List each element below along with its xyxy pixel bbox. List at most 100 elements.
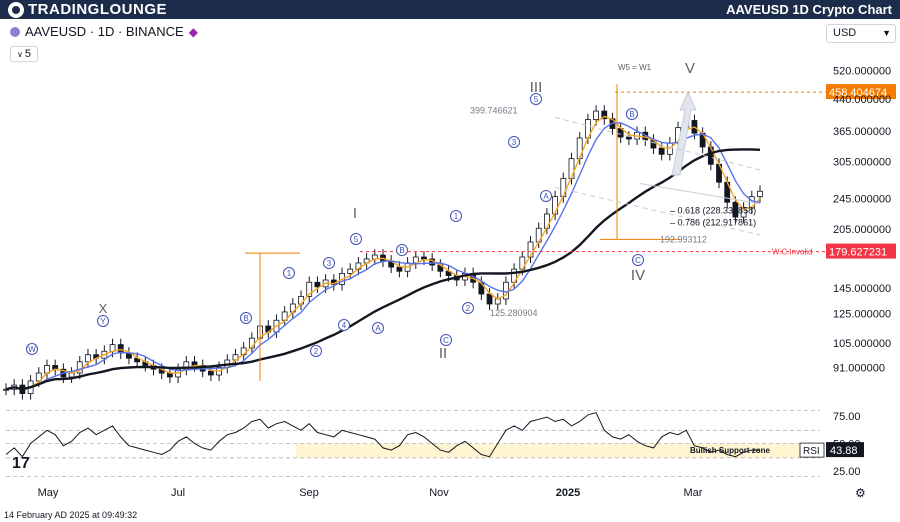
candle — [625, 131, 632, 146]
candle-body — [732, 201, 739, 218]
ema-mid-line — [5, 122, 761, 391]
ma-slow-line — [5, 148, 761, 391]
candle — [240, 342, 247, 361]
wave-circle — [310, 345, 322, 357]
x-tick-label: Mar — [684, 487, 703, 499]
target-price-tag — [826, 84, 896, 100]
chevron-down-icon: ∨ — [17, 49, 23, 59]
candle — [68, 367, 75, 384]
wave-circle — [632, 254, 644, 266]
wave-label-circled: B — [396, 244, 408, 256]
candle-body — [85, 354, 91, 363]
caret-down-icon: ▼ — [882, 28, 891, 38]
symbol-label[interactable]: AAVEUSD · 1D · BINANCE ◆ — [10, 24, 198, 39]
support-zone — [296, 443, 821, 458]
rsi-line — [5, 412, 761, 458]
compare-icon[interactable]: ◆ — [188, 24, 198, 39]
wave-circle — [26, 343, 38, 355]
candle — [183, 355, 190, 376]
wave-circle — [372, 322, 384, 334]
w5-annotation: W5 = W1 — [618, 63, 652, 72]
wave-circle-text: 5 — [354, 235, 359, 244]
brand-name: TradingLounge — [28, 1, 167, 18]
candle — [388, 255, 395, 274]
wave-circle-text: 4 — [342, 321, 347, 330]
gear-icon[interactable]: ⚙ — [855, 486, 866, 500]
candle — [298, 290, 304, 311]
x-tick-label: Jul — [171, 487, 185, 499]
candle — [52, 359, 59, 376]
candle-body — [576, 137, 583, 160]
tradingview-logo: 17 — [12, 455, 30, 472]
invalid-price-label: 179.627231 — [829, 247, 887, 259]
wave-label-major: II — [439, 345, 447, 362]
wave-label-circled: C — [440, 334, 452, 346]
wave-circle — [350, 233, 362, 245]
y-tick-label: 245.000000 — [833, 194, 891, 206]
rsi-name-box — [799, 442, 825, 458]
wave-label-major: III — [530, 79, 543, 96]
candle — [347, 263, 354, 280]
projection-arrow — [671, 90, 697, 176]
wave-label-circled: 3 — [323, 257, 335, 269]
candle — [757, 185, 763, 203]
y-tick-label: 145.000000 — [833, 283, 891, 295]
candle-body — [593, 110, 599, 120]
wave-circle-text: 5 — [534, 95, 539, 104]
brand-logo-text: TradingLounge — [8, 1, 167, 18]
currency-selector[interactable]: USD ▼ — [826, 24, 896, 43]
candle-body — [486, 293, 493, 305]
y-tick-label: 91.000000 — [833, 362, 885, 374]
brand-icon — [8, 1, 24, 18]
wave-label-circled: 5 — [350, 233, 362, 245]
rsi-value-tag — [826, 442, 864, 458]
rsi-value: 43.88 — [830, 445, 858, 457]
candle-body — [207, 370, 214, 376]
wave-label-circled: B — [240, 312, 252, 324]
channel-line — [554, 186, 761, 236]
fib-label: – 0.618 (228.338858) — [670, 206, 756, 216]
rsi-tick-label: 25.00 — [833, 466, 861, 478]
wave-circle — [283, 267, 295, 279]
candle — [44, 359, 50, 380]
coin-icon — [10, 26, 20, 37]
candle-body — [494, 298, 501, 305]
candle — [576, 132, 583, 165]
wave-circle-text: B — [399, 246, 404, 255]
wave-circle — [508, 136, 520, 148]
wave-label-circled: C — [632, 254, 644, 266]
candle-body — [625, 136, 632, 140]
x-tick-label: Nov — [429, 487, 449, 499]
wave-circle-text: C — [635, 256, 641, 265]
wave-circle — [396, 244, 408, 256]
rsi-tick-label: 75.00 — [833, 411, 861, 423]
candle — [412, 251, 419, 270]
wave-label-major: V — [685, 60, 695, 77]
wave-circle-text: C — [443, 336, 449, 345]
wave-label-circled: 4 — [338, 319, 350, 331]
y-tick-label: 520.000000 — [833, 66, 891, 78]
y-tick-label: 105.000000 — [833, 338, 891, 350]
candle-body — [544, 213, 550, 229]
y-tick-label: 305.000000 — [833, 156, 891, 168]
wave-label-x: X — [99, 301, 108, 316]
interval-selector[interactable]: ∨ 5 — [10, 46, 38, 62]
wave-circle — [240, 312, 252, 324]
level-label: 399.746621 — [470, 105, 518, 115]
candle-body — [560, 178, 567, 198]
candle — [437, 259, 444, 278]
x-tick-label: May — [38, 487, 59, 499]
wave-circle-text: B — [629, 110, 634, 119]
wave-circle-text: W — [28, 345, 36, 354]
wave-circle-text: A — [543, 192, 549, 201]
wave-label-circled: 1 — [450, 210, 462, 222]
rsi-name: RSI — [803, 446, 820, 457]
level-label: 125.280904 — [490, 308, 538, 318]
y-tick-label: 205.000000 — [833, 224, 891, 236]
candle-body — [421, 256, 427, 260]
x-tick-label: 2025 — [556, 487, 580, 499]
candle-body — [757, 190, 763, 198]
trend-line — [639, 182, 761, 205]
y-tick-label: 365.000000 — [833, 126, 891, 138]
